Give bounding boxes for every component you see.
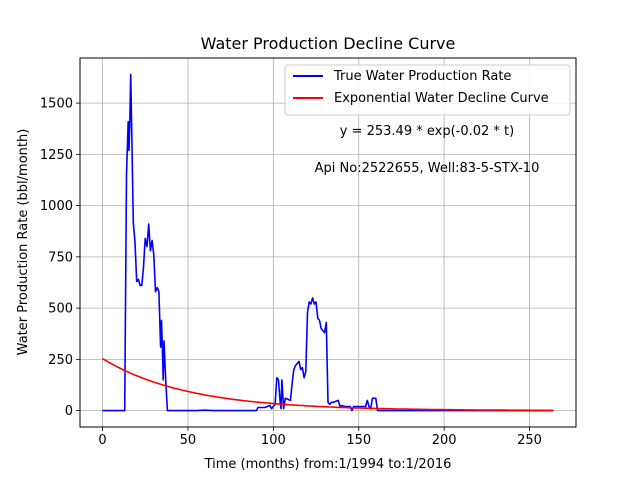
y-tick-label: 1250 [40, 148, 73, 163]
y-axis-label: Water Production Rate (bbl/month) [16, 129, 31, 356]
y-tick-label: 0 [65, 404, 73, 419]
y-tick-label: 500 [48, 302, 73, 317]
legend-label-exponential-curve: Exponential Water Decline Curve [334, 91, 549, 106]
legend-box [284, 64, 571, 116]
x-tick-label: 150 [346, 433, 371, 448]
x-tick-label: 50 [180, 433, 197, 448]
y-tick-label: 250 [48, 353, 73, 368]
axis-ticks: 0 50 100 150 200 250 0 250 500 750 1000 1250 1500 [40, 97, 542, 448]
y-tick-label: 750 [48, 250, 73, 265]
chart-title: Water Production Decline Curve [201, 34, 456, 53]
x-tick-label: 100 [261, 433, 286, 448]
legend: True Water Production Rate Exponential W… [284, 64, 571, 116]
well-annotation: Api No:2522655, Well:83-5-STX-10 [315, 161, 540, 176]
x-tick-label: 250 [517, 433, 542, 448]
legend-label-true-rate: True Water Production Rate [333, 69, 511, 84]
true-rate-series-line [102, 73, 554, 412]
plot-frame [79, 57, 577, 428]
equation-annotation: y = 253.49 * exp(-0.02 * t) [340, 124, 514, 139]
x-tick-label: 200 [432, 433, 457, 448]
y-tick-label: 1000 [40, 199, 73, 214]
y-tick-label: 1500 [40, 97, 73, 112]
exponential-curve-series-line [102, 357, 554, 412]
x-axis-label: Time (months) from:1/1994 to:1/2016 [204, 457, 452, 472]
series-layer [102, 73, 554, 412]
x-tick-label: 0 [98, 433, 106, 448]
